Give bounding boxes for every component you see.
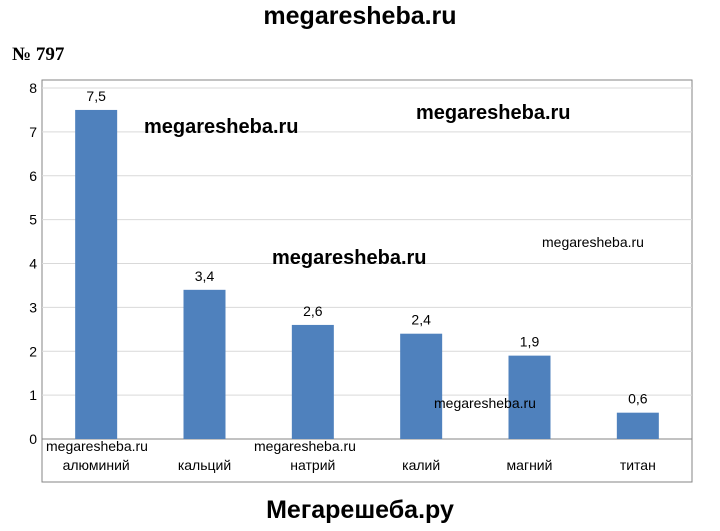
bar: [291, 324, 334, 439]
x-tick-label: титан: [620, 457, 656, 473]
data-label: 1,9: [520, 334, 540, 350]
watermark: megaresheba.ru: [254, 438, 356, 454]
bar: [400, 333, 443, 439]
watermark: megaresheba.ru: [542, 234, 644, 250]
x-axis-ticks: алюминий кальций натрий калий магний титан: [63, 457, 656, 473]
y-tick-label: 2: [29, 343, 37, 359]
data-labels: 7,5 3,4 2,6 2,4 1,9 0,6: [86, 88, 647, 407]
site-footer: Мегарешеба.ру: [266, 496, 454, 524]
chart-frame: [41, 79, 693, 483]
watermark: megaresheba.ru: [416, 102, 571, 124]
problem-number: № 797: [12, 44, 65, 65]
watermark: megaresheba.ru: [46, 438, 148, 454]
y-tick-label: 0: [29, 431, 37, 447]
x-tick-label: натрий: [290, 457, 335, 473]
bar: [508, 355, 551, 439]
y-tick-label: 8: [29, 80, 37, 96]
data-label: 3,4: [195, 268, 215, 284]
site-header: megaresheba.ru: [263, 2, 457, 30]
y-tick-label: 1: [29, 387, 37, 403]
watermark: megaresheba.ru: [272, 247, 427, 269]
x-tick-label: калий: [402, 457, 440, 473]
data-label: 2,4: [411, 312, 431, 328]
y-tick-label: 3: [29, 299, 37, 315]
gridlines: [42, 87, 692, 440]
bar: [75, 109, 118, 439]
y-tick-label: 4: [29, 256, 37, 272]
data-label: 0,6: [628, 391, 648, 407]
watermark: megaresheba.ru: [434, 395, 536, 411]
x-tick-label: магний: [507, 457, 553, 473]
y-tick-label: 7: [29, 124, 37, 140]
bars: [75, 109, 659, 439]
x-tick-label: кальций: [178, 457, 231, 473]
y-axis-ticks: 0 1 2 3 4 5 6 7 8: [29, 80, 37, 447]
x-tick-label: алюминий: [63, 457, 130, 473]
bar: [183, 289, 226, 439]
bar: [616, 412, 659, 439]
data-label: 7,5: [86, 88, 106, 104]
data-label: 2,6: [303, 303, 323, 319]
watermark: megaresheba.ru: [144, 116, 299, 138]
y-tick-label: 5: [29, 212, 37, 228]
y-tick-label: 6: [29, 168, 37, 184]
